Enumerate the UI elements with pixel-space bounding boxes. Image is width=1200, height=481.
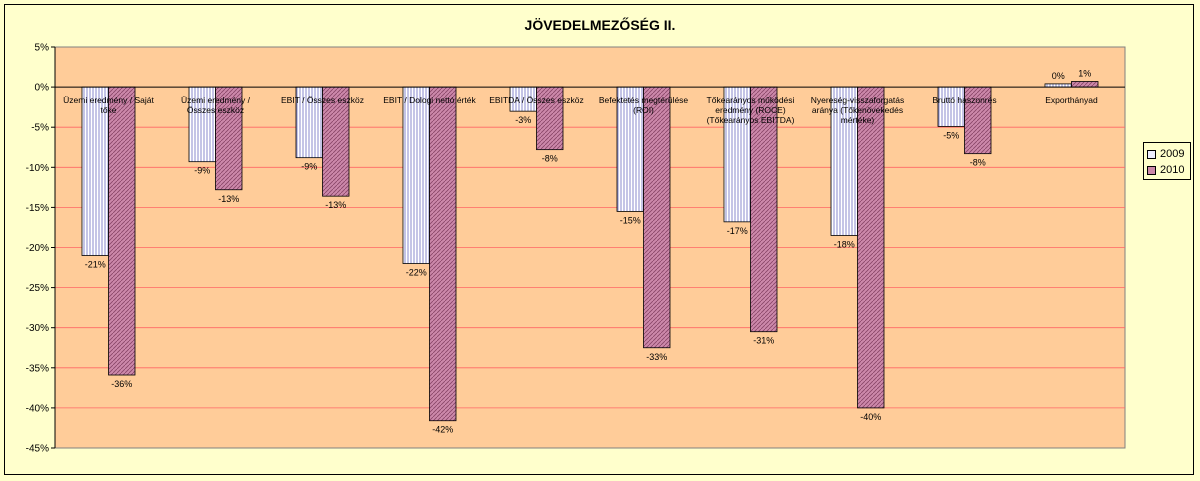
- data-label-2010: -40%: [860, 412, 881, 422]
- bar-2010: [964, 86, 992, 155]
- bar-2010: [108, 86, 136, 376]
- y-tick-label: -5%: [31, 123, 49, 134]
- data-label-2009: 0%: [1052, 71, 1065, 81]
- y-tick-label: -20%: [26, 243, 49, 254]
- bar-2010: [322, 86, 350, 197]
- data-label-2009: -15%: [620, 215, 641, 225]
- category-label: Befektetés megtérülése (ROI): [599, 95, 689, 115]
- data-label-2010: -33%: [646, 352, 667, 362]
- bar-2009: [402, 86, 430, 264]
- data-label-2010: -42%: [432, 425, 453, 435]
- legend-swatch-2009: [1147, 149, 1156, 159]
- chart-plot: 5% 0% -5% -10% -15% -20% -25% -30% -35% -40% -45% -…: [26, 43, 1126, 455]
- data-label-2009: -9%: [194, 166, 210, 176]
- y-tick-label: -35%: [26, 363, 49, 374]
- category-label: Bruttó haszonrés: [932, 95, 996, 105]
- y-tick-label: -15%: [26, 203, 49, 214]
- category-label: EBIT / Összes eszköz: [281, 95, 364, 105]
- y-tick-label: 0%: [35, 83, 50, 94]
- category-label: EBITDA / Összes eszköz: [489, 95, 583, 105]
- bar-2010: [536, 86, 564, 151]
- y-tick-label: -30%: [26, 323, 49, 334]
- data-label-2009: -18%: [834, 239, 855, 249]
- y-tick-label: -10%: [26, 163, 49, 174]
- data-label-2009: -9%: [301, 162, 317, 172]
- data-label-2009: -5%: [943, 130, 959, 140]
- data-label-2010: -13%: [325, 200, 346, 210]
- data-label-2009: -3%: [515, 115, 531, 125]
- y-tick-label: -45%: [26, 444, 49, 455]
- bar-2009: [295, 86, 323, 159]
- bar-2009: [723, 86, 751, 223]
- legend-label-2010: 2010: [1160, 164, 1185, 176]
- bar-2010: [1071, 81, 1099, 88]
- data-label-2009: -22%: [406, 268, 427, 278]
- chart-frame: JÖVEDELMEZŐSÉG II. 5% 0% -5% -10% -15% -20% -2…: [4, 4, 1194, 475]
- y-tick-label: -40%: [26, 403, 49, 414]
- bar-2009: [830, 86, 858, 236]
- bar-2010: [215, 86, 243, 191]
- data-label-2009: -21%: [85, 260, 106, 270]
- bar-2010: [857, 86, 885, 409]
- chart-legend: 2009 2010: [1143, 142, 1191, 180]
- category-label: Üzemi eredmény / Saját tőke: [63, 95, 154, 115]
- category-label: Exporthányad: [1045, 95, 1098, 105]
- bar-2010: [750, 86, 778, 333]
- data-label-2010: -31%: [753, 336, 774, 346]
- legend-label-2009: 2009: [1160, 148, 1185, 160]
- data-label-2010: -8%: [970, 158, 986, 168]
- data-label-2010: -8%: [542, 154, 558, 164]
- bar-2010: [429, 86, 457, 422]
- data-label-2010: 1%: [1078, 68, 1091, 78]
- data-label-2010: -36%: [111, 379, 132, 389]
- chart-title: JÖVEDELMEZŐSÉG II.: [524, 17, 676, 33]
- category-label: EBIT / Dologi nettó érték: [383, 95, 476, 105]
- bar-2010: [643, 86, 671, 349]
- y-tick-label: -25%: [26, 283, 49, 294]
- legend-item-2009: 2009: [1147, 147, 1184, 161]
- category-label: Üzemi eredmény / Összes eszköz: [181, 95, 251, 115]
- legend-swatch-2010: [1147, 165, 1156, 175]
- category-label: Tőkearányos működési eredmény (ROCE) (Tőke…: [707, 95, 795, 125]
- bar-2009: [937, 86, 965, 127]
- legend-item-2010: 2010: [1147, 163, 1184, 177]
- data-label-2009: -17%: [727, 226, 748, 236]
- category-label: Nyereség-visszaforgatás aránya (Tőkenövek…: [811, 95, 905, 125]
- y-tick-label: 5%: [35, 43, 50, 54]
- data-label-2010: -13%: [218, 194, 239, 204]
